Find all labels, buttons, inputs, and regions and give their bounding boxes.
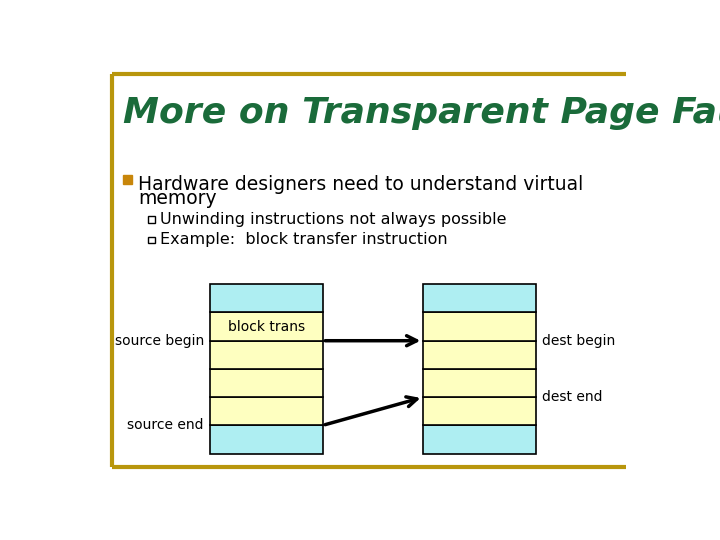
Text: dest end: dest end <box>542 390 603 404</box>
Text: memory: memory <box>138 189 217 208</box>
Bar <box>423 341 536 369</box>
Bar <box>423 397 536 426</box>
Text: Unwinding instructions not always possible: Unwinding instructions not always possib… <box>160 212 506 227</box>
Bar <box>423 369 536 397</box>
Bar <box>210 313 323 341</box>
Text: source begin: source begin <box>114 334 204 348</box>
Bar <box>423 313 536 341</box>
Bar <box>423 284 536 313</box>
Bar <box>148 237 155 244</box>
Bar <box>210 284 323 313</box>
Bar <box>210 426 323 454</box>
Bar <box>210 397 323 426</box>
Text: source end: source end <box>127 418 204 433</box>
Text: More on Transparent Page Faults: More on Transparent Page Faults <box>122 96 720 130</box>
Text: block trans: block trans <box>228 320 305 334</box>
Text: dest begin: dest begin <box>542 334 615 348</box>
Bar <box>210 341 323 369</box>
Bar <box>423 426 536 454</box>
Bar <box>148 215 155 222</box>
Text: Hardware designers need to understand virtual: Hardware designers need to understand vi… <box>138 175 583 194</box>
Bar <box>210 369 323 397</box>
Text: Example:  block transfer instruction: Example: block transfer instruction <box>160 233 447 247</box>
Bar <box>122 175 132 184</box>
